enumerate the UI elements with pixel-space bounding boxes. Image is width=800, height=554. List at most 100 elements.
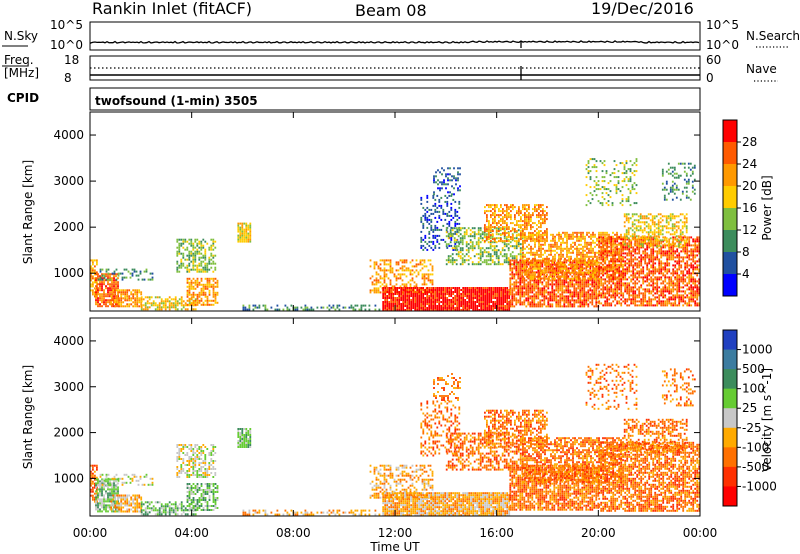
echo-cell (172, 306, 175, 309)
echo-cell (500, 293, 503, 295)
echo-cell (450, 202, 453, 205)
echo-cell (559, 281, 562, 284)
echo-cell (622, 276, 625, 279)
echo-cell (622, 265, 624, 268)
echo-cell (504, 240, 506, 243)
echo-cell (212, 289, 215, 292)
echo-cell (524, 212, 526, 215)
echo-cell (507, 247, 510, 250)
echo-cell (524, 241, 526, 244)
echo-cell (371, 289, 374, 292)
echo-cell (622, 274, 625, 277)
echo-cell (524, 237, 526, 240)
echo-cell (496, 305, 499, 307)
echo-cell (583, 293, 586, 296)
echo-cell (573, 287, 576, 290)
echo-cell (506, 206, 508, 209)
echo-cell (489, 257, 492, 260)
echo-cell (442, 303, 445, 305)
echo-cell (99, 281, 101, 284)
echo-cell (624, 240, 627, 243)
echo-cell (206, 268, 209, 271)
echo-cell (566, 237, 568, 240)
echo-cell (114, 291, 117, 294)
echo-cell (239, 232, 242, 235)
echo-cell (540, 277, 542, 280)
echo-cell (533, 289, 536, 292)
echo-cell (571, 279, 574, 282)
echo-cell (600, 240, 603, 243)
echo-cell (369, 291, 372, 294)
echo-cell (581, 291, 584, 294)
echo-cell (480, 287, 483, 289)
echo-cell (115, 283, 117, 286)
echo-cell (483, 259, 486, 262)
echo-cell (522, 259, 524, 262)
echo-cell (550, 249, 552, 252)
echo-cell (424, 218, 427, 221)
echo-cell (547, 305, 550, 308)
echo-cell (573, 285, 576, 288)
echo-cell (456, 222, 459, 225)
echo-cell (391, 271, 394, 274)
echo-cell (200, 242, 203, 245)
echo-cell (428, 299, 431, 301)
echo-cell (538, 249, 540, 252)
echo-cell (544, 243, 546, 246)
echo-cell (450, 293, 453, 295)
echo-cell (571, 303, 574, 306)
echo-cell (567, 281, 570, 284)
echo-cell (522, 233, 524, 236)
echo-cell (598, 266, 601, 269)
echo-cell (304, 304, 307, 307)
echo-cell (134, 297, 137, 300)
echo-cell (139, 272, 142, 275)
echo-cell (486, 295, 489, 297)
echo-cell (143, 278, 146, 281)
echo-cell (630, 274, 633, 277)
echo-cell (109, 289, 111, 292)
echo-cell (576, 245, 578, 248)
echo-cell (248, 308, 251, 311)
echo-cell (562, 253, 564, 256)
echo-cell (566, 271, 568, 274)
echo-cell (571, 261, 574, 264)
echo-cell (634, 304, 637, 307)
echo-cell (579, 277, 582, 280)
echo-cell (107, 289, 109, 292)
echo-cell (448, 299, 451, 301)
echo-cell (105, 287, 107, 290)
echo-cell (538, 239, 540, 242)
echo-cell (249, 228, 252, 231)
echo-cell (422, 222, 425, 225)
echo-cell (448, 291, 451, 293)
echo-cell (546, 277, 548, 280)
echo-cell (449, 229, 452, 232)
echo-cell (590, 247, 592, 250)
echo-cell (522, 228, 524, 231)
echo-cell (373, 291, 376, 294)
echo-cell (118, 301, 121, 304)
echo-cell (423, 281, 426, 284)
echo-cell (401, 273, 404, 276)
echo-cell (572, 249, 574, 252)
echo-cell (465, 233, 468, 236)
echo-cell (529, 281, 532, 284)
echo-cell (616, 277, 618, 280)
echo-cell (598, 294, 601, 297)
echo-cell (584, 275, 586, 278)
echo-cell (94, 259, 96, 262)
echo-cell (620, 242, 623, 245)
echo-cell (539, 293, 542, 296)
echo-cell (544, 263, 546, 266)
echo-cell (496, 297, 499, 299)
echo-cell (412, 293, 415, 295)
echo-cell (320, 306, 323, 309)
echo-cell (600, 280, 603, 283)
echo-cell (630, 264, 633, 267)
echo-cell (491, 261, 494, 264)
echo-cell (472, 309, 475, 311)
echo-cell (518, 240, 520, 243)
echo-cell (511, 287, 514, 290)
echo-cell (634, 284, 637, 287)
